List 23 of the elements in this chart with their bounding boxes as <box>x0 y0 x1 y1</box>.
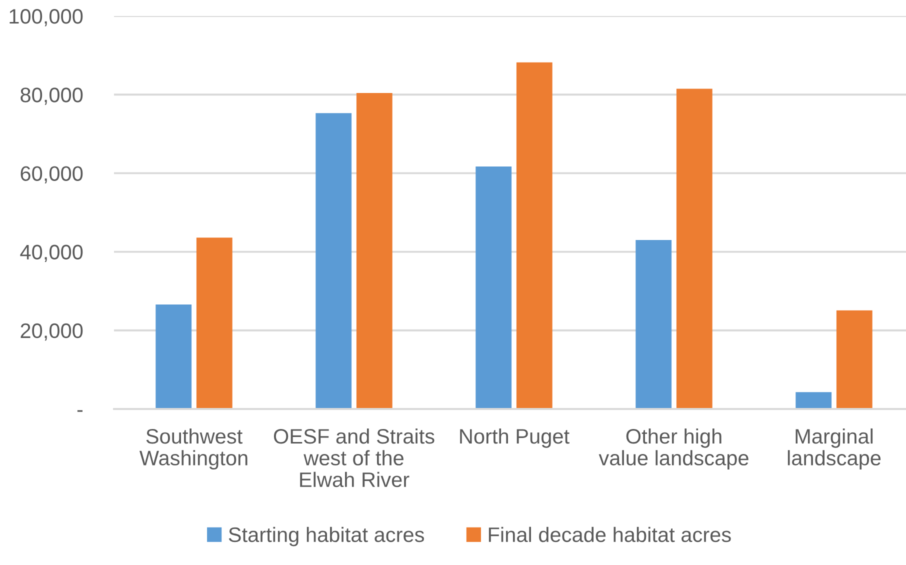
x-tick-label: Marginal landscape <box>788 428 881 470</box>
bar <box>796 392 832 409</box>
y-tick-label: 60,000 <box>20 166 83 184</box>
bar <box>676 88 712 409</box>
y-tick-label: - <box>77 410 83 412</box>
y-tick-label: 40,000 <box>20 244 83 262</box>
bar <box>316 113 352 409</box>
bar <box>356 93 392 409</box>
x-tick-label: OESF and Straits west of the Elwah River <box>274 428 434 488</box>
bar <box>476 166 512 409</box>
y-tick-label: 100,000 <box>10 9 83 26</box>
x-tick-label: Southwest Washington <box>139 428 248 470</box>
y-tick-label: 80,000 <box>20 88 83 105</box>
x-tick-label: North Puget <box>460 428 570 448</box>
y-tick-label: 20,000 <box>20 323 83 341</box>
legend-label: Final decade habitat acres <box>488 526 731 542</box>
legend-label: Starting habitat acres <box>228 526 424 546</box>
x-tick-label: Other high value landscape <box>598 428 748 470</box>
bar <box>516 62 552 409</box>
bar <box>836 310 872 409</box>
bar <box>156 304 192 409</box>
bar <box>196 238 232 409</box>
bar <box>636 240 672 409</box>
